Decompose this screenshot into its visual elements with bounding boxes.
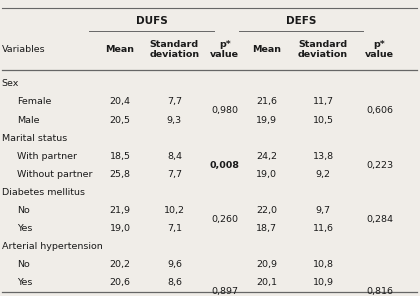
Text: Standard
deviation: Standard deviation (150, 40, 199, 59)
Text: Arterial hypertension: Arterial hypertension (2, 242, 102, 251)
Text: Mean: Mean (105, 45, 134, 54)
Text: 20,6: 20,6 (110, 278, 131, 287)
Text: Mean: Mean (252, 45, 281, 54)
Text: 20,4: 20,4 (110, 97, 131, 107)
Text: Diabetes mellitus: Diabetes mellitus (2, 188, 84, 197)
Text: No: No (18, 206, 30, 215)
Text: 0,260: 0,260 (211, 215, 238, 224)
Text: 0,897: 0,897 (211, 287, 238, 296)
Text: 7,7: 7,7 (167, 170, 182, 179)
Text: 20,9: 20,9 (256, 260, 277, 269)
Text: With partner: With partner (18, 152, 77, 161)
Text: 18,7: 18,7 (256, 224, 277, 233)
Text: 0,980: 0,980 (211, 107, 238, 115)
Text: 19,0: 19,0 (110, 224, 131, 233)
Text: 21,6: 21,6 (256, 97, 277, 107)
Text: 19,9: 19,9 (256, 115, 277, 125)
Text: 10,9: 10,9 (312, 278, 333, 287)
Text: Yes: Yes (18, 224, 33, 233)
Text: Standard
deviation: Standard deviation (298, 40, 348, 59)
Text: 8,6: 8,6 (167, 278, 182, 287)
Text: p*
value: p* value (210, 40, 239, 59)
Text: Sex: Sex (2, 79, 19, 89)
Text: 9,3: 9,3 (167, 115, 182, 125)
Text: 20,1: 20,1 (256, 278, 277, 287)
Text: 9,6: 9,6 (167, 260, 182, 269)
Text: 10,5: 10,5 (312, 115, 333, 125)
Text: 20,5: 20,5 (110, 115, 131, 125)
Text: 11,7: 11,7 (312, 97, 333, 107)
Text: 20,2: 20,2 (110, 260, 131, 269)
Text: 11,6: 11,6 (312, 224, 333, 233)
Text: 25,8: 25,8 (110, 170, 131, 179)
Text: Male: Male (18, 115, 40, 125)
Text: 0,008: 0,008 (210, 161, 240, 170)
Text: 9,2: 9,2 (315, 170, 331, 179)
Text: 18,5: 18,5 (110, 152, 131, 161)
Text: p*
value: p* value (365, 40, 394, 59)
Text: Yes: Yes (18, 278, 33, 287)
Text: 10,2: 10,2 (164, 206, 185, 215)
Text: 19,0: 19,0 (256, 170, 277, 179)
Text: Marital status: Marital status (2, 133, 67, 143)
Text: Without partner: Without partner (18, 170, 93, 179)
Text: 13,8: 13,8 (312, 152, 333, 161)
Text: Variables: Variables (2, 45, 45, 54)
Text: DEFS: DEFS (286, 16, 316, 26)
Text: 7,1: 7,1 (167, 224, 182, 233)
Text: DUFS: DUFS (136, 16, 167, 26)
Text: 9,7: 9,7 (315, 206, 331, 215)
Text: 0,223: 0,223 (366, 161, 393, 170)
Text: 0,816: 0,816 (366, 287, 393, 296)
Text: 24,2: 24,2 (256, 152, 277, 161)
Text: 22,0: 22,0 (256, 206, 277, 215)
Text: No: No (18, 260, 30, 269)
Text: 8,4: 8,4 (167, 152, 182, 161)
Text: 0,284: 0,284 (366, 215, 393, 224)
Text: 10,8: 10,8 (312, 260, 333, 269)
Text: 7,7: 7,7 (167, 97, 182, 107)
Text: 21,9: 21,9 (110, 206, 131, 215)
Text: Female: Female (18, 97, 52, 107)
Text: 0,606: 0,606 (366, 107, 393, 115)
